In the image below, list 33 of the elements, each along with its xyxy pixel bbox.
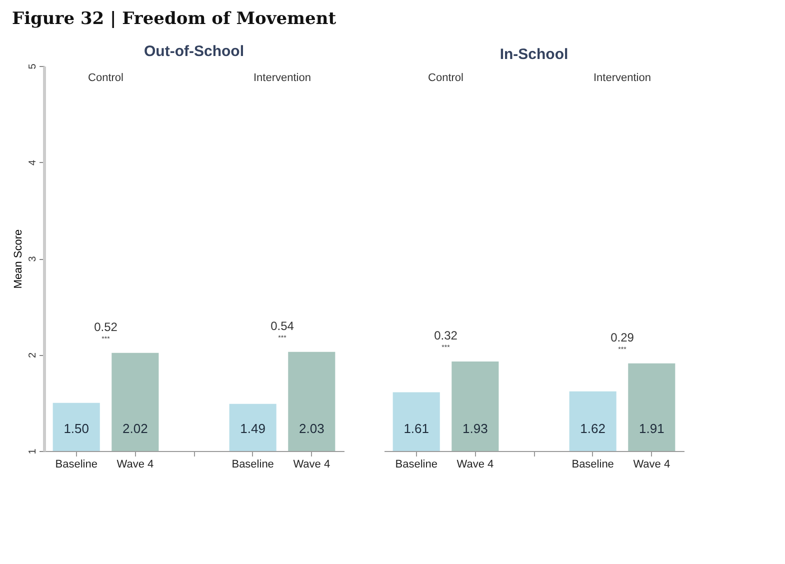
- x-tick-label: Baseline: [232, 458, 274, 470]
- x-tick-label: Wave 4: [456, 458, 494, 470]
- x-tick-label: Wave 4: [633, 458, 670, 470]
- data-label: 2.02: [122, 421, 148, 436]
- annotation: 0.54: [270, 318, 294, 333]
- annotation: 0.32: [434, 328, 458, 342]
- data-label: 1.61: [404, 421, 430, 436]
- data-label: 1.49: [240, 421, 266, 436]
- data-label: 1.62: [580, 421, 606, 436]
- data-label: 1.93: [462, 421, 488, 436]
- y-tick-label: 4: [28, 160, 38, 166]
- annotation: 0.29: [610, 330, 634, 344]
- annotation: Control: [428, 72, 464, 84]
- x-tick-label: Baseline: [572, 458, 614, 470]
- annotation: Intervention: [253, 72, 311, 84]
- data-label: 1.50: [64, 421, 90, 436]
- annotation: 0.52: [94, 320, 118, 334]
- x-tick-label: Wave 4: [116, 458, 154, 470]
- chart-subtitle: Out-of-School: [144, 43, 244, 60]
- y-tick-label: 1: [28, 448, 38, 454]
- x-tick-label: Baseline: [395, 458, 438, 470]
- y-axis-title: Mean Score: [12, 229, 24, 289]
- x-tick-label: Wave 4: [293, 458, 330, 470]
- y-tick-label: 2: [28, 352, 38, 358]
- chart-title: Figure 32 | Freedom of Movement: [12, 9, 336, 30]
- annotation: Intervention: [593, 72, 651, 84]
- y-tick-label: 5: [28, 63, 38, 70]
- x-tick-label: Baseline: [55, 458, 98, 470]
- data-label: 2.03: [298, 421, 324, 436]
- y-tick-label: 3: [28, 256, 38, 262]
- annotation: Control: [88, 72, 124, 84]
- chart-subtitle: In-School: [500, 46, 568, 63]
- data-label: 1.91: [638, 421, 664, 436]
